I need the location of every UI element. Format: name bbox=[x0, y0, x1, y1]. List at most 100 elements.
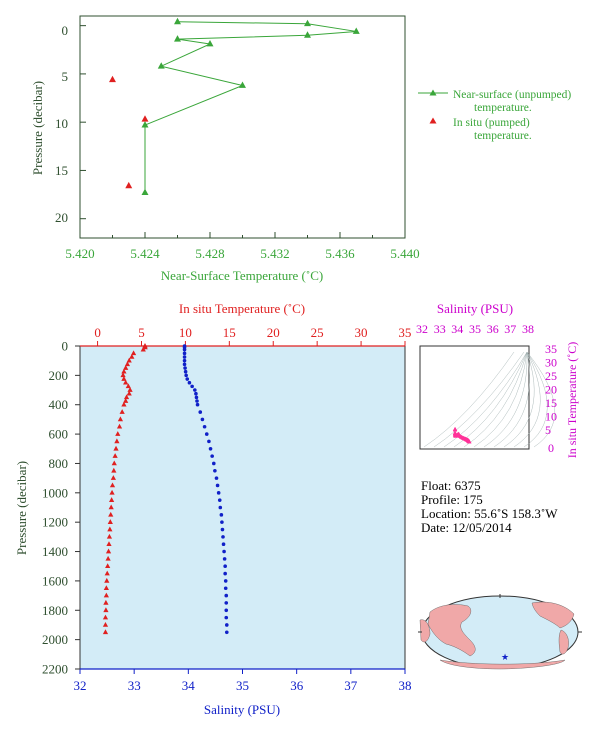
temperature-point bbox=[103, 585, 109, 591]
salinity-point bbox=[219, 513, 224, 517]
ts-sal-tick: 37 bbox=[504, 322, 516, 336]
temperature-point bbox=[104, 577, 110, 583]
temperature-point bbox=[108, 504, 114, 510]
temperature-point bbox=[123, 379, 129, 385]
map-land-asia-australia bbox=[427, 604, 476, 657]
temperature-point bbox=[119, 409, 125, 414]
top-chart: 5.420 5.424 5.428 5.432 5.436 5.440 0 5 … bbox=[30, 15, 571, 283]
legend-label-unpumped-1: Near-surface (unpumped) bbox=[453, 89, 571, 101]
salinity-point bbox=[220, 520, 224, 524]
salinity-series bbox=[182, 344, 229, 635]
profile-chart-ticks bbox=[75, 341, 406, 674]
salinity-point bbox=[218, 505, 223, 510]
map-land-antarctica bbox=[439, 659, 566, 670]
legend-label-pumped-1: In situ (pumped) bbox=[453, 117, 530, 129]
unpumped-point bbox=[206, 39, 214, 47]
temperature-point bbox=[121, 401, 127, 407]
sal-tick: 37 bbox=[344, 678, 358, 693]
top-chart-legend: Near-surface (unpumped) temperature. In … bbox=[418, 89, 571, 142]
temp-tick: 0 bbox=[94, 325, 101, 340]
isopycnal-line bbox=[423, 351, 515, 448]
top-x-tick: 5.428 bbox=[195, 246, 224, 261]
map-land-south-america bbox=[558, 629, 569, 655]
temperature-point bbox=[111, 467, 117, 473]
salinity-point bbox=[207, 439, 211, 444]
salinity-point bbox=[182, 362, 187, 367]
unpumped-point bbox=[174, 17, 181, 25]
pressure-tick: 1800 bbox=[42, 603, 68, 618]
salinity-point bbox=[194, 391, 198, 396]
ts-temp-tick: 15 bbox=[545, 396, 557, 410]
sal-tick: 32 bbox=[74, 678, 87, 693]
temperature-point bbox=[105, 563, 111, 569]
ts-temp-tick: 30 bbox=[545, 356, 557, 370]
salinity-point bbox=[183, 369, 188, 374]
top-y-tick: 15 bbox=[55, 163, 68, 178]
salinity-point bbox=[210, 454, 214, 458]
pressure-tick: 1000 bbox=[42, 485, 68, 500]
top-chart-ticks bbox=[79, 25, 406, 238]
temperature-tick-labels: 0 5 10 15 20 25 30 35 bbox=[94, 325, 411, 340]
pressure-tick: 600 bbox=[49, 427, 69, 442]
temperature-point bbox=[140, 346, 146, 352]
isopycnal-line bbox=[473, 351, 528, 448]
pressure-tick: 800 bbox=[49, 456, 69, 471]
unpumped-point bbox=[141, 188, 149, 196]
isopycnal-line bbox=[513, 351, 541, 448]
temperature-series bbox=[102, 343, 148, 635]
ts-temp-tick: 20 bbox=[545, 383, 557, 397]
temp-tick: 15 bbox=[223, 325, 236, 340]
ts-salinity-tick-labels: 32 33 34 35 36 37 38 bbox=[416, 322, 534, 336]
salinity-point bbox=[221, 535, 225, 539]
legend-marker-pumped bbox=[429, 117, 437, 124]
temp-tick: 5 bbox=[138, 325, 145, 340]
pressure-tick: 1600 bbox=[42, 573, 68, 588]
pressure-tick: 2000 bbox=[42, 632, 68, 647]
salinity-point bbox=[213, 468, 217, 473]
float-location: Location: 55.6˚S 158.3˚W bbox=[421, 506, 558, 521]
unpumped-point bbox=[174, 35, 181, 42]
temp-tick: 10 bbox=[179, 325, 192, 340]
top-y-tick: 5 bbox=[62, 69, 69, 84]
unpumped-line bbox=[144, 21, 357, 193]
salinity-point bbox=[185, 377, 190, 381]
location-map: ★ bbox=[418, 594, 582, 670]
isopycnal-line bbox=[443, 351, 528, 448]
profile-date: Date: 12/05/2014 bbox=[421, 520, 512, 535]
top-x-tick: 5.436 bbox=[325, 246, 355, 261]
temperature-point bbox=[105, 548, 112, 554]
temperature-point bbox=[103, 599, 109, 605]
salinity-point bbox=[182, 351, 187, 356]
salinity-point bbox=[208, 446, 213, 451]
ts-sal-tick: 32 bbox=[416, 322, 428, 336]
pressure-tick: 200 bbox=[49, 368, 69, 383]
pressure-tick: 1200 bbox=[42, 515, 68, 530]
profile-chart-background bbox=[80, 346, 405, 669]
unpumped-point bbox=[304, 31, 311, 38]
temperature-point bbox=[114, 438, 120, 444]
salinity-point bbox=[182, 347, 187, 352]
temperature-point bbox=[105, 555, 111, 561]
map-land-africa bbox=[419, 619, 431, 643]
float-info: Float: 6375 Profile: 175 Location: 55.6˚… bbox=[421, 478, 558, 535]
ts-point bbox=[452, 427, 458, 432]
temperature-point bbox=[107, 526, 113, 532]
ts-salinity-label: Salinity (PSU) bbox=[437, 301, 513, 316]
salinity-point bbox=[215, 483, 220, 488]
float-location-marker-icon: ★ bbox=[501, 652, 509, 662]
pumped-point bbox=[125, 181, 133, 189]
temperature-point bbox=[126, 357, 132, 363]
temperature-point bbox=[120, 372, 126, 378]
top-x-tick: 5.432 bbox=[260, 246, 289, 261]
top-chart-y-label: Pressure (decibar) bbox=[30, 81, 45, 175]
salinity-point bbox=[224, 630, 229, 635]
salinity-point bbox=[214, 476, 219, 480]
salinity-point bbox=[182, 358, 187, 363]
top-chart-frame bbox=[79, 15, 406, 239]
ts-temperature-tick-labels: 35 30 25 20 15 10 5 0 bbox=[545, 342, 557, 455]
temperature-point bbox=[104, 570, 110, 576]
ts-sal-tick: 35 bbox=[469, 322, 481, 336]
map-land-north-america bbox=[531, 601, 575, 629]
sal-tick: 34 bbox=[182, 678, 196, 693]
